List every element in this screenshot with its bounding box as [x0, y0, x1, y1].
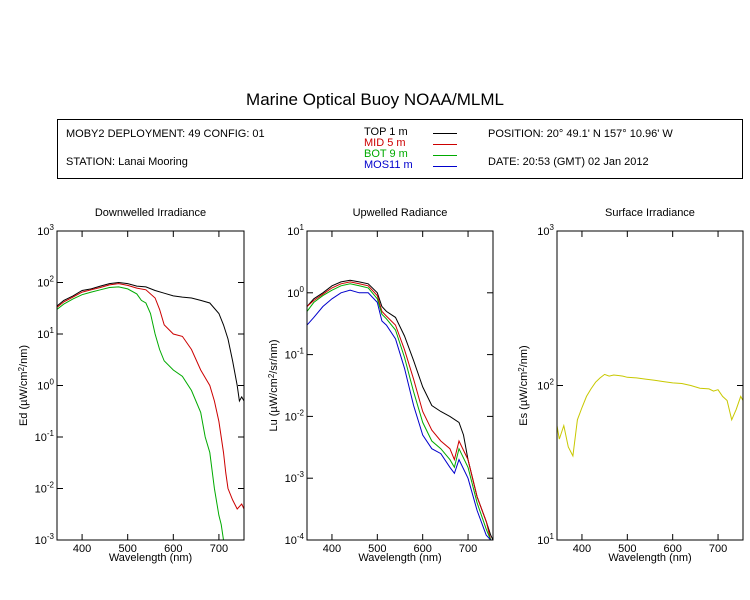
x-tick-label: 700 — [709, 543, 727, 555]
legend-label-mid: MID 5 m — [364, 137, 406, 149]
y-tick-label: 10-2 — [285, 408, 305, 423]
x-axis-label: Wavelength (nm) — [109, 552, 192, 564]
x-axis-label: Wavelength (nm) — [608, 552, 691, 564]
y-tick-label: 10-1 — [285, 347, 305, 362]
chart-panel-2: 101 102 103 400 500 600 700 Surface Irradiance W… — [517, 207, 744, 564]
plot-frame — [556, 230, 744, 541]
y-tick-label: 102 — [537, 378, 554, 393]
y-axis-label: Es (µW/cm2/nm) — [517, 345, 530, 425]
x-tick-label: 400 — [73, 543, 91, 555]
legend-line-mid — [433, 144, 457, 145]
series-line-0 — [557, 373, 743, 458]
y-tick-label: 10-1 — [35, 429, 55, 444]
page-title: Marine Optical Buoy NOAA/MLML — [246, 90, 504, 109]
plot-frame — [56, 230, 245, 541]
plot-frame — [306, 230, 494, 541]
legend-label-bot: BOT 9 m — [364, 148, 408, 160]
y-tick-label: 100 — [287, 285, 304, 300]
y-axis-label: Lu (µW/cm2/sr/nm) — [267, 339, 280, 431]
y-tick-label: 10-3 — [285, 470, 305, 485]
legend-line-bot — [433, 155, 457, 156]
series-group — [557, 373, 743, 458]
y-tick-label: 10-2 — [35, 481, 55, 496]
y-axis-label: Ed (µW/cm2/nm) — [17, 345, 30, 426]
series-line-2 — [307, 283, 493, 540]
series-group — [57, 281, 244, 540]
legend-label-mos: MOS11 m — [364, 159, 413, 171]
series-line-0 — [57, 281, 244, 403]
x-tick-label: 600 — [414, 543, 432, 555]
chart-panel-0: 10-3 10-2 10-1 100 101 102 103 400 500 600 700 Down… — [17, 207, 245, 564]
chart-title: Upwelled Radiance — [353, 207, 448, 219]
x-axis-label: Wavelength (nm) — [358, 552, 441, 564]
series-line-2 — [57, 286, 244, 540]
y-tick-label: 103 — [537, 223, 554, 238]
legend-line-top — [433, 133, 457, 134]
x-tick-label: 700 — [210, 543, 228, 555]
x-tick-label: 600 — [164, 543, 182, 555]
series-line-0 — [307, 279, 493, 540]
deployment-text: MOBY2 DEPLOYMENT: 49 CONFIG: 01 — [66, 128, 265, 140]
chart-title: Surface Irradiance — [605, 207, 695, 219]
date-text: DATE: 20:53 (GMT) 02 Jan 2012 — [488, 156, 649, 168]
y-tick-label: 101 — [537, 532, 554, 547]
series-line-1 — [57, 283, 244, 510]
info-box: MOBY2 DEPLOYMENT: 49 CONFIG: 01 STATION:… — [57, 119, 743, 179]
x-tick-label: 400 — [573, 543, 591, 555]
station-text: STATION: Lanai Mooring — [66, 156, 188, 168]
x-tick-label: 500 — [119, 543, 137, 555]
y-tick-label: 103 — [37, 223, 54, 238]
y-tick-label: 102 — [37, 275, 54, 290]
y-tick-label: 101 — [287, 223, 304, 238]
series-line-3 — [307, 289, 493, 540]
position-text: POSITION: 20° 49.1' N 157° 10.96' W — [488, 128, 673, 140]
series-group — [307, 279, 493, 540]
y-tick-label: 10-4 — [285, 532, 305, 547]
x-tick-label: 500 — [618, 543, 636, 555]
x-tick-label: 400 — [323, 543, 341, 555]
x-tick-label: 500 — [368, 543, 386, 555]
legend-label-top: TOP 1 m — [364, 126, 408, 138]
x-tick-label: 700 — [459, 543, 477, 555]
y-tick-label: 101 — [37, 326, 54, 341]
x-tick-label: 600 — [664, 543, 682, 555]
chart-panel-1: 10-4 10-3 10-2 10-1 100 101 400 500 600 700 Upwell… — [267, 207, 494, 564]
legend-line-mos — [433, 166, 457, 167]
y-tick-label: 100 — [37, 378, 54, 393]
chart-title: Downwelled Irradiance — [95, 207, 206, 219]
y-tick-label: 10-3 — [35, 532, 55, 547]
series-line-1 — [307, 281, 493, 540]
